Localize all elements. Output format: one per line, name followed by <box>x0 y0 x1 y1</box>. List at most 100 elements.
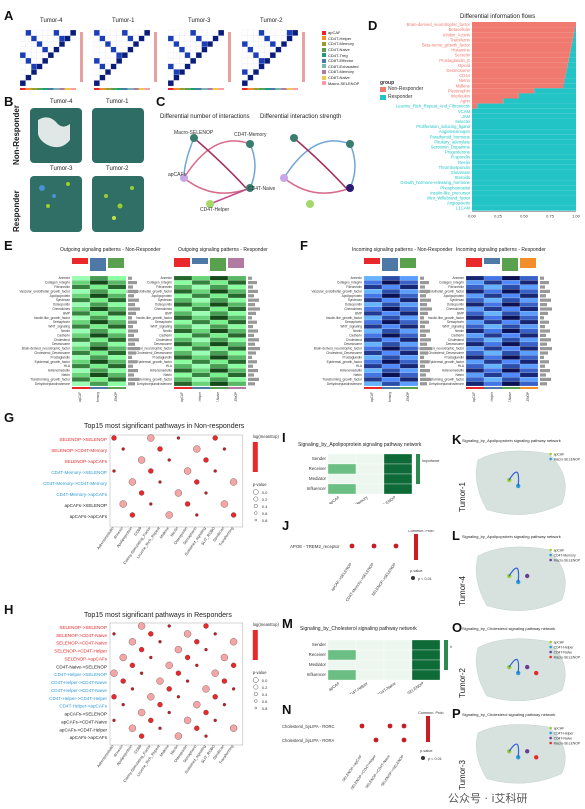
row-bar <box>420 338 431 342</box>
panel-k-title: Signaling_by_Apolipoprotein signaling pa… <box>462 438 561 443</box>
heat-cell <box>107 346 127 351</box>
heatmap-cell <box>20 57 26 64</box>
row-label: Collagen_Integrin <box>337 281 362 285</box>
pathway-label: Histamine <box>451 48 470 53</box>
heat-cell <box>173 275 193 281</box>
heat-cell <box>173 372 193 378</box>
heatmap-cell <box>116 35 123 42</box>
heatmap-cell <box>264 29 271 36</box>
panel-c-title-1: Differential number of interactions <box>160 114 250 120</box>
top-bar <box>520 258 536 268</box>
heatmap-cell <box>173 57 180 64</box>
heat-cell <box>519 372 539 378</box>
role-label: Influencer <box>307 486 327 491</box>
row-label: Apolipoprotein <box>152 294 173 298</box>
legend-swatch <box>322 30 326 35</box>
heat-cell <box>399 368 419 373</box>
color-bar-cell <box>116 88 122 90</box>
row-label: CD4T-Helper->apCAFs <box>59 704 107 709</box>
bar-nonresp <box>472 67 567 73</box>
heat-cell <box>173 311 193 316</box>
bar-resp <box>472 200 576 206</box>
row-bar <box>540 355 544 359</box>
color-bar-cell <box>127 88 134 90</box>
dot <box>167 710 171 715</box>
pathway-label: Prostaglandin_E <box>439 58 470 63</box>
row-bar <box>128 281 137 285</box>
color-bar-cell <box>36 88 43 90</box>
heat-cell <box>519 297 539 303</box>
bar-resp <box>472 129 576 135</box>
row-label: WNT_signaling <box>48 325 70 329</box>
row-label: Adrenomedullin <box>48 369 70 373</box>
row-label: Cholesterol <box>54 338 70 342</box>
dot <box>204 734 208 738</box>
pathway-label: Leucine_Rich_Repeat_And_Fibronectin <box>396 104 471 109</box>
row-bar <box>248 285 253 289</box>
row-label: Chemokines <box>52 307 70 311</box>
color-bar-cell <box>286 88 293 90</box>
row-bar <box>128 307 140 311</box>
color-legend <box>252 442 258 472</box>
heat-cell <box>483 346 503 351</box>
dot <box>128 638 137 646</box>
row-bar <box>540 289 550 293</box>
dot <box>130 687 135 691</box>
heatmap-cell <box>116 52 123 59</box>
heat-cell <box>399 293 419 299</box>
heat-cell <box>399 346 419 351</box>
heatmap-cell <box>20 80 26 87</box>
dot <box>204 491 208 495</box>
color-bar-cell <box>201 88 208 90</box>
row-label: Cholesterol_Desmosome <box>136 351 172 355</box>
heatmap-cell <box>121 41 128 47</box>
heatmap-cell <box>42 35 49 42</box>
heatmap-cell <box>258 52 265 59</box>
dot <box>148 717 154 724</box>
row-label: Transforming_growth_factor <box>322 377 363 381</box>
heatmap-cell <box>173 41 180 47</box>
heat-cell <box>209 297 229 303</box>
row-label: Brain-derived_neurotrophic_factor <box>22 347 71 351</box>
heat-cell <box>519 280 539 285</box>
row-bar <box>540 307 552 311</box>
heat-cell <box>399 289 419 294</box>
cell-node <box>516 670 521 676</box>
heatmap-cell <box>269 46 276 53</box>
bar-resp <box>472 134 576 140</box>
legend-title: p-value <box>253 670 267 675</box>
size-legend-label: 0.0 <box>262 678 268 683</box>
color-bar-cell <box>70 88 76 90</box>
dot <box>203 457 209 463</box>
heat-cell <box>519 328 539 334</box>
heatmap-cell <box>31 57 37 64</box>
heat-cell <box>89 350 109 356</box>
panel-g-dotplot: SELENOP->SELENOP SELENOP->CD4T-Memory SELE… <box>43 434 279 565</box>
color-bar-cell <box>179 88 185 90</box>
row-label: apCAFs->CD4T-Helper <box>59 727 107 732</box>
heatmap-cell <box>20 69 26 75</box>
heatmap-cell <box>47 29 54 36</box>
panel-p-side-label: Tumor-3 <box>458 760 467 790</box>
heatmap-cell <box>184 29 191 36</box>
bar-resp <box>503 98 576 104</box>
heat-cell <box>483 324 503 329</box>
scale-bar <box>154 32 157 82</box>
heat-cell <box>399 275 419 281</box>
heatmap-cell <box>110 63 117 70</box>
panel-f-heatmaps: AnnexinCollagen_IntegrinFibronectinVascu… <box>312 258 552 402</box>
row-label: Transforming_growth_factor <box>30 377 71 381</box>
heat-cell <box>107 381 127 387</box>
heatmap-cell <box>253 63 259 70</box>
heat-cell <box>381 306 401 312</box>
heat-cell <box>501 377 521 382</box>
cell-node <box>525 573 530 579</box>
heatmap-cell <box>93 46 100 53</box>
panel-o-side-label: Tumor-2 <box>458 668 467 698</box>
panel-g-label: G <box>4 410 15 425</box>
color-bar-cell <box>105 88 111 90</box>
size-legend-dot <box>253 496 259 502</box>
dot <box>212 435 218 441</box>
heat-cell <box>71 280 91 285</box>
pathway-label: VCAM <box>458 109 471 114</box>
